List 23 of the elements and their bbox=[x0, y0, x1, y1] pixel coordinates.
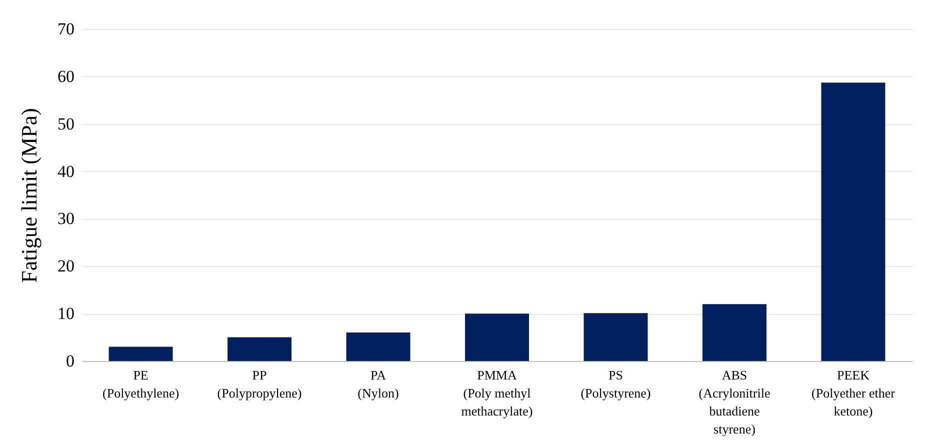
bar bbox=[346, 332, 410, 361]
y-tick-label: 30 bbox=[58, 209, 74, 228]
x-tick-label: PS (Polystyrene) bbox=[580, 368, 651, 400]
y-axis-title: Fatigue limit (MPa) bbox=[16, 108, 42, 283]
x-tick-label: PA (Nylon) bbox=[358, 368, 399, 400]
bar bbox=[465, 314, 529, 361]
bar bbox=[228, 337, 292, 361]
bar bbox=[584, 313, 648, 361]
x-tick-label: PMMA (Poly methyl methacrylate) bbox=[461, 368, 533, 418]
bar bbox=[821, 82, 886, 361]
x-tick-label: ABS (Acrylonitrile butadiene styrene) bbox=[698, 368, 770, 436]
y-tick-label: 20 bbox=[58, 256, 74, 276]
y-tick-label: 0 bbox=[66, 352, 74, 370]
x-tick-label: PP (Polypropylene) bbox=[217, 368, 302, 400]
x-tick-label: PE (Polyethylene) bbox=[102, 368, 180, 400]
y-tick-label: 10 bbox=[58, 304, 74, 324]
bar bbox=[702, 304, 766, 361]
y-tick-label: 50 bbox=[58, 114, 74, 134]
bar bbox=[108, 346, 173, 361]
y-tick-label: 60 bbox=[58, 66, 74, 86]
y-tick-label: 70 bbox=[58, 20, 74, 38]
y-tick-label: 40 bbox=[58, 162, 74, 181]
x-tick-label: PEEK (Polyether ether ketone) bbox=[812, 368, 896, 418]
